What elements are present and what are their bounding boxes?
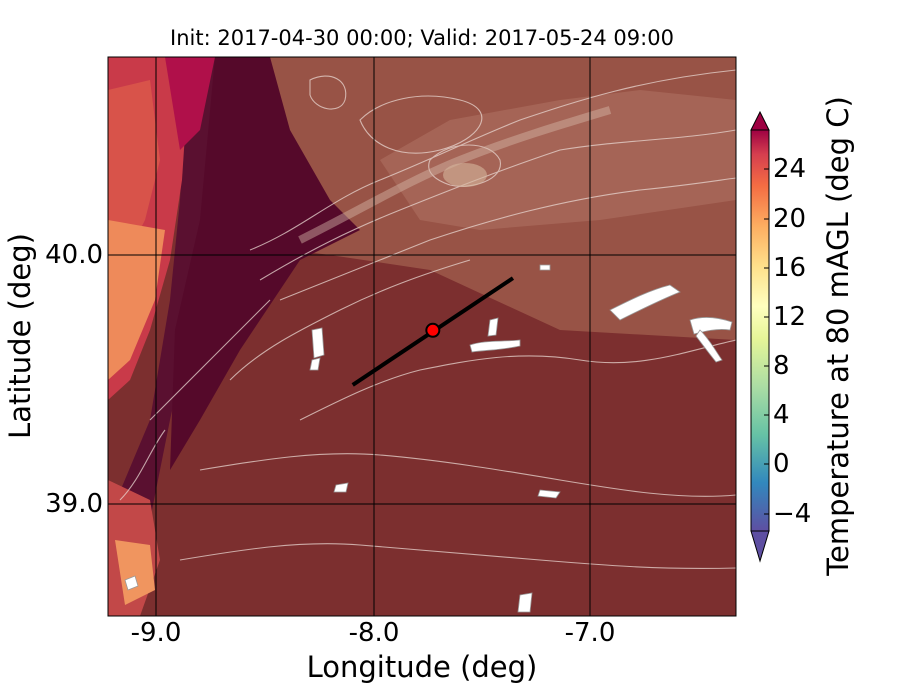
- colorbar-tick-label: 16: [773, 253, 807, 283]
- colorbar-label: Temperature at 80 mAGL (deg C): [821, 96, 855, 576]
- colorbar-scale: [750, 129, 770, 532]
- colorbar-tick-label: 4: [773, 400, 790, 430]
- colorbar-tick-label: 24: [773, 154, 807, 184]
- x-tick-label: -7.0: [564, 618, 616, 648]
- graticule: [108, 57, 736, 616]
- x-tick-label: -8.0: [348, 618, 400, 648]
- y-tick-label: 39.0: [45, 489, 103, 519]
- y-tick-label: 40.0: [45, 240, 103, 270]
- colorbar-extend-max: [750, 110, 770, 131]
- site-marker: [425, 322, 441, 338]
- map-frame: [107, 56, 737, 617]
- x-axis-label: Longitude (deg): [306, 650, 538, 684]
- colorbar-tick-label: 0: [773, 449, 790, 479]
- colorbar: [750, 110, 770, 563]
- colorbar-extend-min: [750, 530, 770, 563]
- y-axis-label: Latitude (deg): [3, 233, 37, 439]
- map-title: Init: 2017-04-30 00:00; Valid: 2017-05-2…: [170, 26, 674, 50]
- x-tick-label: -9.0: [130, 618, 182, 648]
- colorbar-tick-label: 20: [773, 204, 807, 234]
- colorbar-tick-label: 8: [773, 351, 790, 381]
- colorbar-tick-label: −4: [773, 499, 812, 529]
- colorbar-tick-label: 12: [773, 302, 807, 332]
- temperature-field: [108, 57, 736, 616]
